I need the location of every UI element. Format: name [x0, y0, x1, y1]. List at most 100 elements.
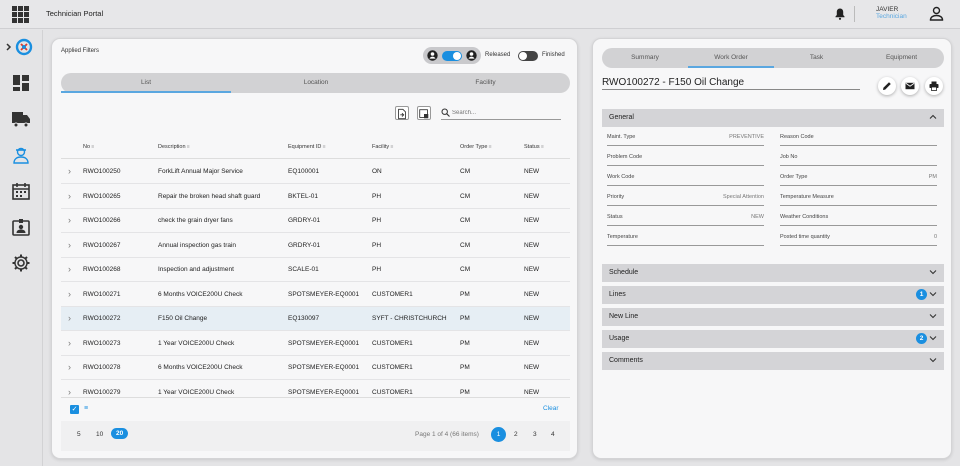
section-comments[interactable]: Comments	[602, 352, 944, 370]
col-no[interactable]: No	[83, 144, 94, 150]
table-row[interactable]: › RWO100273 1 Year VOICE200U Check SPOTSMEY…	[61, 332, 570, 356]
cell-order-type: PM	[460, 315, 470, 322]
expand-chevron-icon[interactable]: ›	[68, 362, 71, 372]
expand-chevron-icon[interactable]: ›	[68, 190, 71, 201]
page-size-20[interactable]: 20	[111, 428, 129, 439]
table-row[interactable]: › RWO100268 Inspection and adjustment SCALE…	[61, 258, 570, 282]
technician-icon[interactable]	[11, 145, 31, 165]
tab-work-order[interactable]: Work Order	[714, 54, 748, 61]
col-status[interactable]: Status	[524, 144, 544, 150]
expand-chevron-icon[interactable]: ›	[68, 239, 71, 250]
cell-facility: CUSTOMER1	[372, 388, 413, 396]
page-3[interactable]: 3	[533, 431, 537, 438]
edit-button[interactable]	[878, 77, 896, 95]
cell-no: RWO100272	[83, 315, 121, 322]
filter-icon[interactable]: ≡	[84, 405, 89, 412]
bell-icon[interactable]	[835, 8, 845, 20]
table-row[interactable]: › RWO100265 Repair the broken head shaft g…	[61, 185, 570, 209]
assignee-switch[interactable]	[442, 51, 462, 61]
expand-chevron-icon[interactable]: ›	[68, 313, 71, 323]
cell-description: Annual inspection gas train	[158, 241, 237, 249]
col-description[interactable]: Description	[158, 144, 190, 150]
weather-conditions-field[interactable]: Weather Conditions	[780, 212, 937, 226]
col-facility[interactable]: Facility	[372, 144, 393, 150]
temperature-field[interactable]: Temperature	[607, 232, 764, 246]
assignee-toggle[interactable]	[423, 47, 481, 64]
cell-description: 6 Months VOICE200U Check	[158, 290, 243, 298]
priority-value: Special Attention	[723, 194, 764, 200]
table-row[interactable]: › RWO100250 ForkLift Annual Major Service E…	[61, 160, 570, 184]
page-1[interactable]: 1	[491, 427, 506, 442]
table-row[interactable]: › RWO100272 F150 Oil Change EQ130097 SYFT - …	[61, 307, 570, 331]
status-field[interactable]: Status NEW	[607, 212, 764, 226]
page-size-5[interactable]: 5	[77, 431, 81, 438]
app-grid-icon[interactable]	[12, 6, 29, 23]
col-order-type[interactable]: Order Type	[460, 144, 492, 150]
detail-tabs: Summary Work Order Task Equipment	[602, 48, 944, 68]
col-equipment-id[interactable]: Equipment ID	[288, 144, 326, 150]
cell-description: Inspection and adjustment	[158, 266, 234, 273]
print-button[interactable]	[925, 77, 943, 95]
cell-equipment-id: EQ100001	[288, 168, 320, 175]
clear-filters-button[interactable]: Clear	[543, 405, 559, 412]
usage-count-badge: 2	[916, 333, 927, 344]
problem-code-field[interactable]: Problem Code	[607, 152, 764, 166]
page-size-10[interactable]: 10	[96, 431, 104, 438]
weather-conditions-label: Weather Conditions	[780, 214, 829, 220]
account-icon[interactable]	[929, 6, 944, 21]
tab-equipment[interactable]: Equipment	[885, 54, 918, 61]
table-row[interactable]: › RWO100279 1 Year VOICE200U Check SPOTSMEY…	[61, 381, 570, 398]
cell-status: NEW	[524, 192, 540, 200]
expand-chevron-icon[interactable]: ›	[68, 288, 71, 299]
work-code-field[interactable]: Work Code	[607, 172, 764, 186]
table-row[interactable]: › RWO100278 6 Months VOICE200U Check SPOTSM…	[61, 356, 570, 380]
tab-location[interactable]: Location	[303, 79, 329, 86]
released-finished-switch[interactable]	[518, 51, 538, 61]
tab-facility[interactable]: Facility	[475, 79, 496, 86]
tab-task[interactable]: Task	[809, 54, 824, 61]
tab-summary[interactable]: Summary	[631, 54, 659, 61]
expand-chevron-icon[interactable]: ›	[68, 386, 71, 397]
expand-chevron-icon[interactable]: ›	[68, 337, 71, 348]
section-usage[interactable]: Usage 2	[602, 330, 944, 348]
section-comments-label: Comments	[609, 357, 643, 364]
page-2[interactable]: 2	[514, 431, 518, 438]
maint-type-field[interactable]: Maint. Type PREVENTIVE	[607, 132, 764, 146]
select-all-checkbox[interactable]: ✓	[70, 405, 79, 414]
cell-equipment-id: SPOTSMEYER-EQ0001	[288, 364, 360, 371]
search-input[interactable]	[452, 107, 557, 118]
chevron-up-icon	[929, 114, 937, 119]
table-row[interactable]: › RWO100267 Annual inspection gas train GRD…	[61, 234, 570, 258]
section-lines[interactable]: Lines 1	[602, 286, 944, 304]
expand-chevron-icon[interactable]: ›	[68, 166, 71, 176]
posted-time-field[interactable]: Posted time quantity 0	[780, 232, 937, 246]
dashboard-icon[interactable]	[11, 73, 31, 93]
table-row[interactable]: › RWO100271 6 Months VOICE200U Check SPOTSM…	[61, 283, 570, 307]
cell-order-type: PM	[460, 339, 470, 347]
export-button[interactable]	[395, 106, 409, 120]
order-type-field[interactable]: Order Type PM	[780, 172, 937, 186]
logo-icon[interactable]	[4, 37, 34, 57]
section-general[interactable]: General	[602, 109, 944, 127]
truck-icon[interactable]	[11, 109, 31, 129]
temperature-measure-field[interactable]: Temperature Measure	[780, 192, 937, 206]
expand-chevron-icon[interactable]: ›	[68, 215, 71, 225]
divider	[61, 397, 570, 398]
email-button[interactable]	[901, 77, 919, 95]
job-no-field[interactable]: Job No	[780, 152, 937, 166]
cell-facility: CUSTOMER1	[372, 364, 413, 371]
badge-icon[interactable]	[11, 217, 31, 237]
priority-field[interactable]: Priority Special Attention	[607, 192, 764, 206]
tab-list[interactable]: List	[140, 79, 152, 86]
section-schedule[interactable]: Schedule	[602, 264, 944, 282]
page-4[interactable]: 4	[551, 431, 555, 438]
expand-chevron-icon[interactable]: ›	[68, 264, 71, 274]
table-row[interactable]: › RWO100266 check the grain dryer fans GRDR…	[61, 209, 570, 233]
gear-icon[interactable]	[11, 253, 31, 273]
cell-order-type: CM	[460, 192, 471, 200]
section-new-line[interactable]: New Line	[602, 308, 944, 326]
reason-code-field[interactable]: Reason Code	[780, 132, 937, 146]
calendar-icon[interactable]	[11, 181, 31, 201]
cell-no: RWO100273	[83, 339, 121, 347]
layout-button[interactable]	[417, 106, 431, 120]
